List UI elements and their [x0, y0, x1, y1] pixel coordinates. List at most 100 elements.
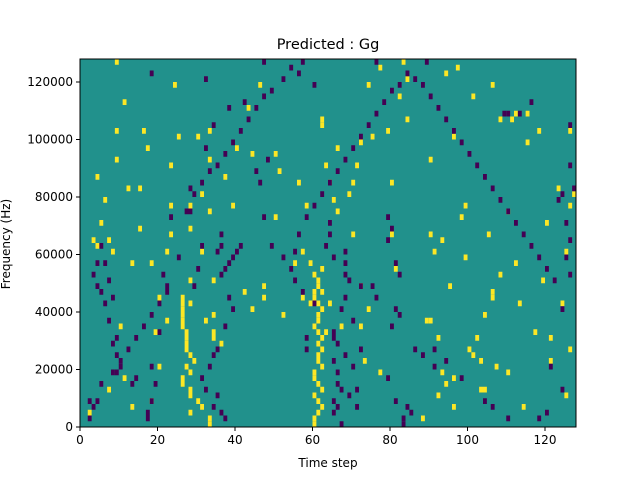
heatmap-cell-low [231, 139, 236, 146]
heatmap-cell-low [103, 300, 108, 307]
heatmap-cell-high [366, 306, 371, 312]
heatmap-cell-low [459, 375, 464, 381]
plot-area [79, 58, 577, 428]
heatmap-cell-low [215, 162, 220, 169]
heatmap-cell-low [91, 404, 96, 410]
heatmap-cell-high [149, 260, 154, 266]
heatmap-cell-low [223, 151, 228, 157]
heatmap-cell-high [87, 409, 92, 416]
heatmap-cell-high [479, 386, 484, 393]
heatmap-cell-high [506, 369, 511, 376]
heatmap-cell-high [157, 294, 162, 301]
heatmap-cell-low [374, 59, 379, 65]
heatmap-cell-low [238, 243, 243, 249]
heatmap-cell-low [405, 70, 410, 77]
heatmap-cell-high [316, 300, 321, 307]
heatmap-cell-low [335, 340, 340, 347]
heatmap-cell-high [312, 415, 317, 422]
heatmap-cell-high [297, 179, 301, 186]
heatmap-cell-high [517, 300, 522, 307]
heatmap-cell-low [200, 179, 205, 186]
heatmap-cell-high [91, 237, 96, 243]
heatmap-cell-low [428, 93, 433, 100]
heatmap-cell-low [452, 128, 456, 134]
heatmap-cell-low [300, 59, 305, 65]
heatmap-cell-high [556, 185, 561, 192]
heatmap-cell-high [498, 116, 503, 123]
heatmap-cell-high [188, 300, 193, 307]
heatmap-cell-low [157, 300, 162, 307]
heatmap-cell-low [483, 398, 487, 404]
heatmap-cell-high [490, 82, 495, 88]
heatmap-cell-high [114, 59, 119, 65]
heatmap-cell-low [405, 404, 410, 410]
heatmap-cell-high [370, 133, 375, 140]
heatmap-cell-high [99, 220, 104, 226]
heatmap-cell-high [118, 323, 123, 330]
heatmap-cell-high [548, 358, 553, 364]
heatmap-cell-low [227, 260, 232, 266]
heatmap-cell-low [184, 208, 189, 215]
heatmap-cell-high [320, 335, 325, 341]
heatmap-cell-low [483, 174, 487, 180]
heatmap-cell-high [510, 116, 515, 123]
heatmap-cell-low [556, 197, 561, 203]
heatmap-cell-low [560, 306, 565, 312]
heatmap-cell-low [401, 421, 406, 427]
heatmap-cell-high [312, 294, 317, 301]
heatmap-cell-low [328, 220, 332, 226]
heatmap-cell-high [351, 231, 356, 238]
heatmap-cell-high [142, 128, 146, 134]
heatmap-cell-high [568, 346, 573, 353]
heatmap-cell-low [215, 248, 220, 255]
heatmap-cell-low [498, 197, 503, 203]
heatmap-cell-low [432, 363, 437, 370]
heatmap-cell-low [351, 363, 356, 370]
heatmap-cell-high [320, 346, 325, 353]
heatmap-cell-high [180, 312, 185, 318]
heatmap-cell-low [231, 306, 236, 312]
heatmap-cell-high [188, 202, 193, 209]
heatmap-cell-low [207, 168, 212, 174]
heatmap-cell-high [184, 329, 189, 335]
heatmap-cell-low [262, 59, 267, 65]
heatmap-cell-low [204, 76, 208, 82]
y-tick-label: 20000 [35, 363, 73, 377]
heatmap-cell-low [347, 277, 352, 284]
heatmap-cell-low [227, 294, 232, 301]
heatmap-cell-high [145, 145, 150, 151]
heatmap-cell-low [300, 289, 305, 295]
heatmap-cell-high [359, 139, 363, 146]
heatmap-cell-low [269, 87, 274, 94]
heatmap-cell-high [393, 266, 398, 272]
heatmap-cell-low [87, 415, 92, 422]
heatmap-cell-high [378, 64, 383, 71]
heatmap-cell-high [293, 260, 298, 266]
heatmap-cell-high [486, 231, 491, 238]
heatmap-cell-high [541, 277, 546, 284]
heatmap-cell-low [134, 375, 139, 381]
heatmap-cell-high [316, 317, 321, 324]
heatmap-cell-low [386, 237, 391, 243]
heatmap-cell-low [145, 415, 150, 422]
heatmap-cell-low [312, 202, 317, 209]
heatmap-cell-high [312, 271, 317, 278]
heatmap-cell-high [107, 237, 112, 243]
heatmap-cell-high [405, 116, 410, 123]
heatmap-cell-low [200, 375, 205, 381]
heatmap-cell-low [95, 260, 100, 266]
heatmap-cell-low [99, 289, 104, 295]
heatmap-cell-low [572, 185, 577, 192]
heatmap-cell-low [335, 381, 340, 387]
heatmap-cell-high [235, 145, 239, 151]
heatmap-cell-high [258, 82, 263, 88]
heatmap-cell-low [126, 346, 131, 353]
heatmap-cell-high [548, 335, 553, 341]
heatmap-cell-high [572, 191, 577, 197]
heatmap-cell-high [122, 99, 127, 105]
heatmap-cell-high [390, 179, 394, 186]
heatmap-cell-high [397, 93, 402, 100]
heatmap-cell-high [316, 409, 321, 416]
heatmap-cell-high [452, 133, 456, 140]
heatmap-cell-low [366, 122, 371, 128]
